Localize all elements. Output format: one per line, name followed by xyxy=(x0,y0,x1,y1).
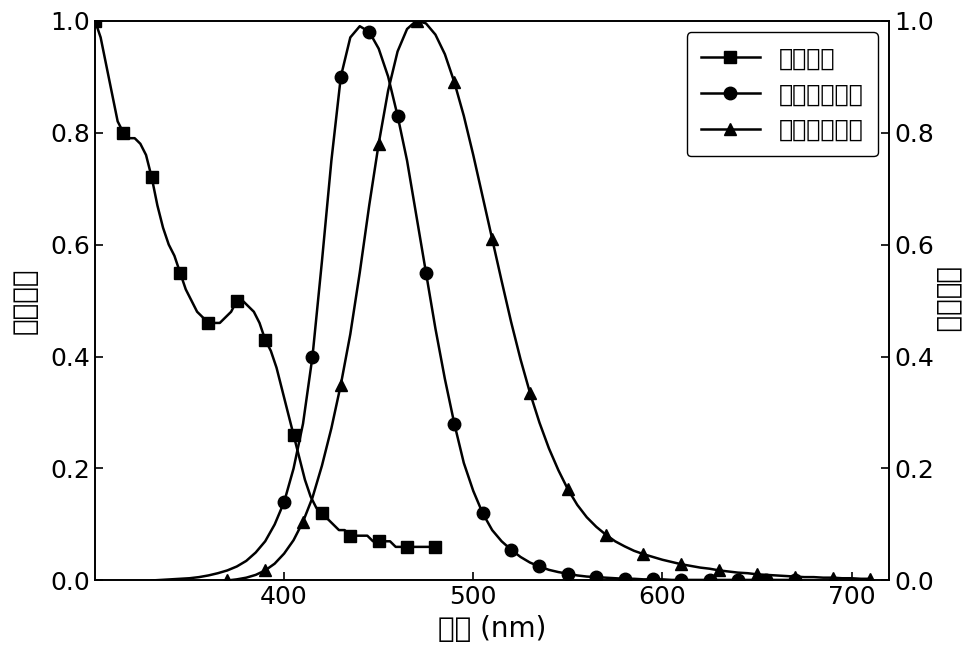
光致发光强谱 xyxy=(363,28,375,36)
电致发光强谱 xyxy=(222,577,234,585)
吸收强谱 xyxy=(208,319,220,327)
光致发光强谱 xyxy=(779,576,791,584)
吸收强谱 xyxy=(390,543,402,551)
吸收强谱 xyxy=(158,224,169,232)
吸收强谱 xyxy=(90,17,101,25)
电致发光强谱 xyxy=(439,50,450,58)
光致发光强谱 xyxy=(354,22,366,30)
Y-axis label: 吸收强度: 吸收强度 xyxy=(11,267,39,334)
Line: 电致发光强谱: 电致发光强谱 xyxy=(221,14,877,587)
X-axis label: 波长 (nm): 波长 (nm) xyxy=(438,615,547,643)
光致发光强谱 xyxy=(524,559,536,566)
吸收强谱 xyxy=(270,364,282,371)
光致发光强谱 xyxy=(269,521,280,528)
光致发光强谱 xyxy=(194,573,205,581)
电致发光强谱 xyxy=(865,575,877,583)
吸收强谱 xyxy=(168,252,180,260)
电致发光强谱 xyxy=(411,17,422,25)
吸收强谱 xyxy=(294,453,306,461)
Y-axis label: 发光强度: 发光强度 xyxy=(934,267,962,334)
电致发光强谱 xyxy=(855,575,867,583)
电致发光强谱 xyxy=(269,560,280,568)
光致发光强谱 xyxy=(146,577,158,585)
电致发光强谱 xyxy=(449,78,460,86)
吸收强谱 xyxy=(430,543,442,551)
Legend: 吸收强谱, 光致发光强谱, 电致发光强谱: 吸收强谱, 光致发光强谱, 电致发光强谱 xyxy=(687,33,878,156)
电致发光强谱 xyxy=(599,530,611,538)
Line: 吸收强谱: 吸收强谱 xyxy=(89,14,442,553)
吸收强谱 xyxy=(384,538,396,545)
Line: 光致发光强谱: 光致发光强谱 xyxy=(145,20,801,587)
光致发光强谱 xyxy=(373,44,384,52)
电致发光强谱 xyxy=(344,330,356,338)
光致发光强谱 xyxy=(789,576,801,584)
